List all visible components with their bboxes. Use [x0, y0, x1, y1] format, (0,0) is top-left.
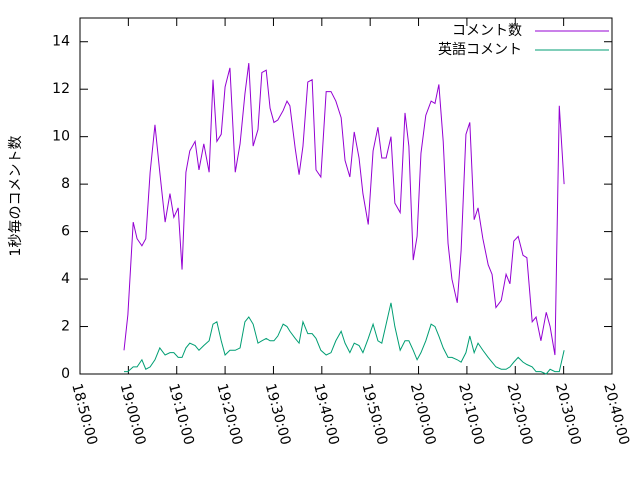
x-tick-label: 19:20:00: [213, 382, 245, 447]
y-tick-label: 4: [61, 271, 70, 287]
series-line: [124, 302, 565, 375]
plot-frame: [79, 17, 613, 375]
x-tick-label: 19:00:00: [117, 382, 149, 447]
y-tick-label: 10: [52, 129, 70, 145]
y-tick-label: 6: [61, 224, 70, 240]
y-tick-label: 12: [52, 81, 70, 97]
x-tick-label: 18:50:00: [68, 382, 100, 447]
y-tick-label: 14: [52, 34, 70, 50]
x-tick-label: 19:10:00: [165, 382, 197, 447]
legend-label: 英語コメント: [438, 41, 522, 58]
series-line: [123, 63, 565, 356]
x-tick-label: 20:00:00: [407, 382, 439, 447]
x-tick-label: 20:20:00: [504, 382, 536, 447]
y-tick-label: 2: [61, 319, 70, 335]
y-tick-label: 8: [61, 176, 70, 192]
x-tick-label: 19:50:00: [358, 382, 390, 447]
y-tick-label: 0: [61, 366, 70, 382]
x-tick-label: 19:40:00: [310, 382, 342, 447]
y-axis-label: 1秒毎のコメント数: [8, 136, 24, 257]
x-tick-label: 19:30:00: [262, 382, 294, 447]
x-tick-label: 20:40:00: [600, 382, 632, 447]
legend-label: コメント数: [452, 23, 522, 39]
x-tick-label: 20:30:00: [552, 382, 584, 447]
x-tick-label: 20:10:00: [455, 382, 487, 447]
